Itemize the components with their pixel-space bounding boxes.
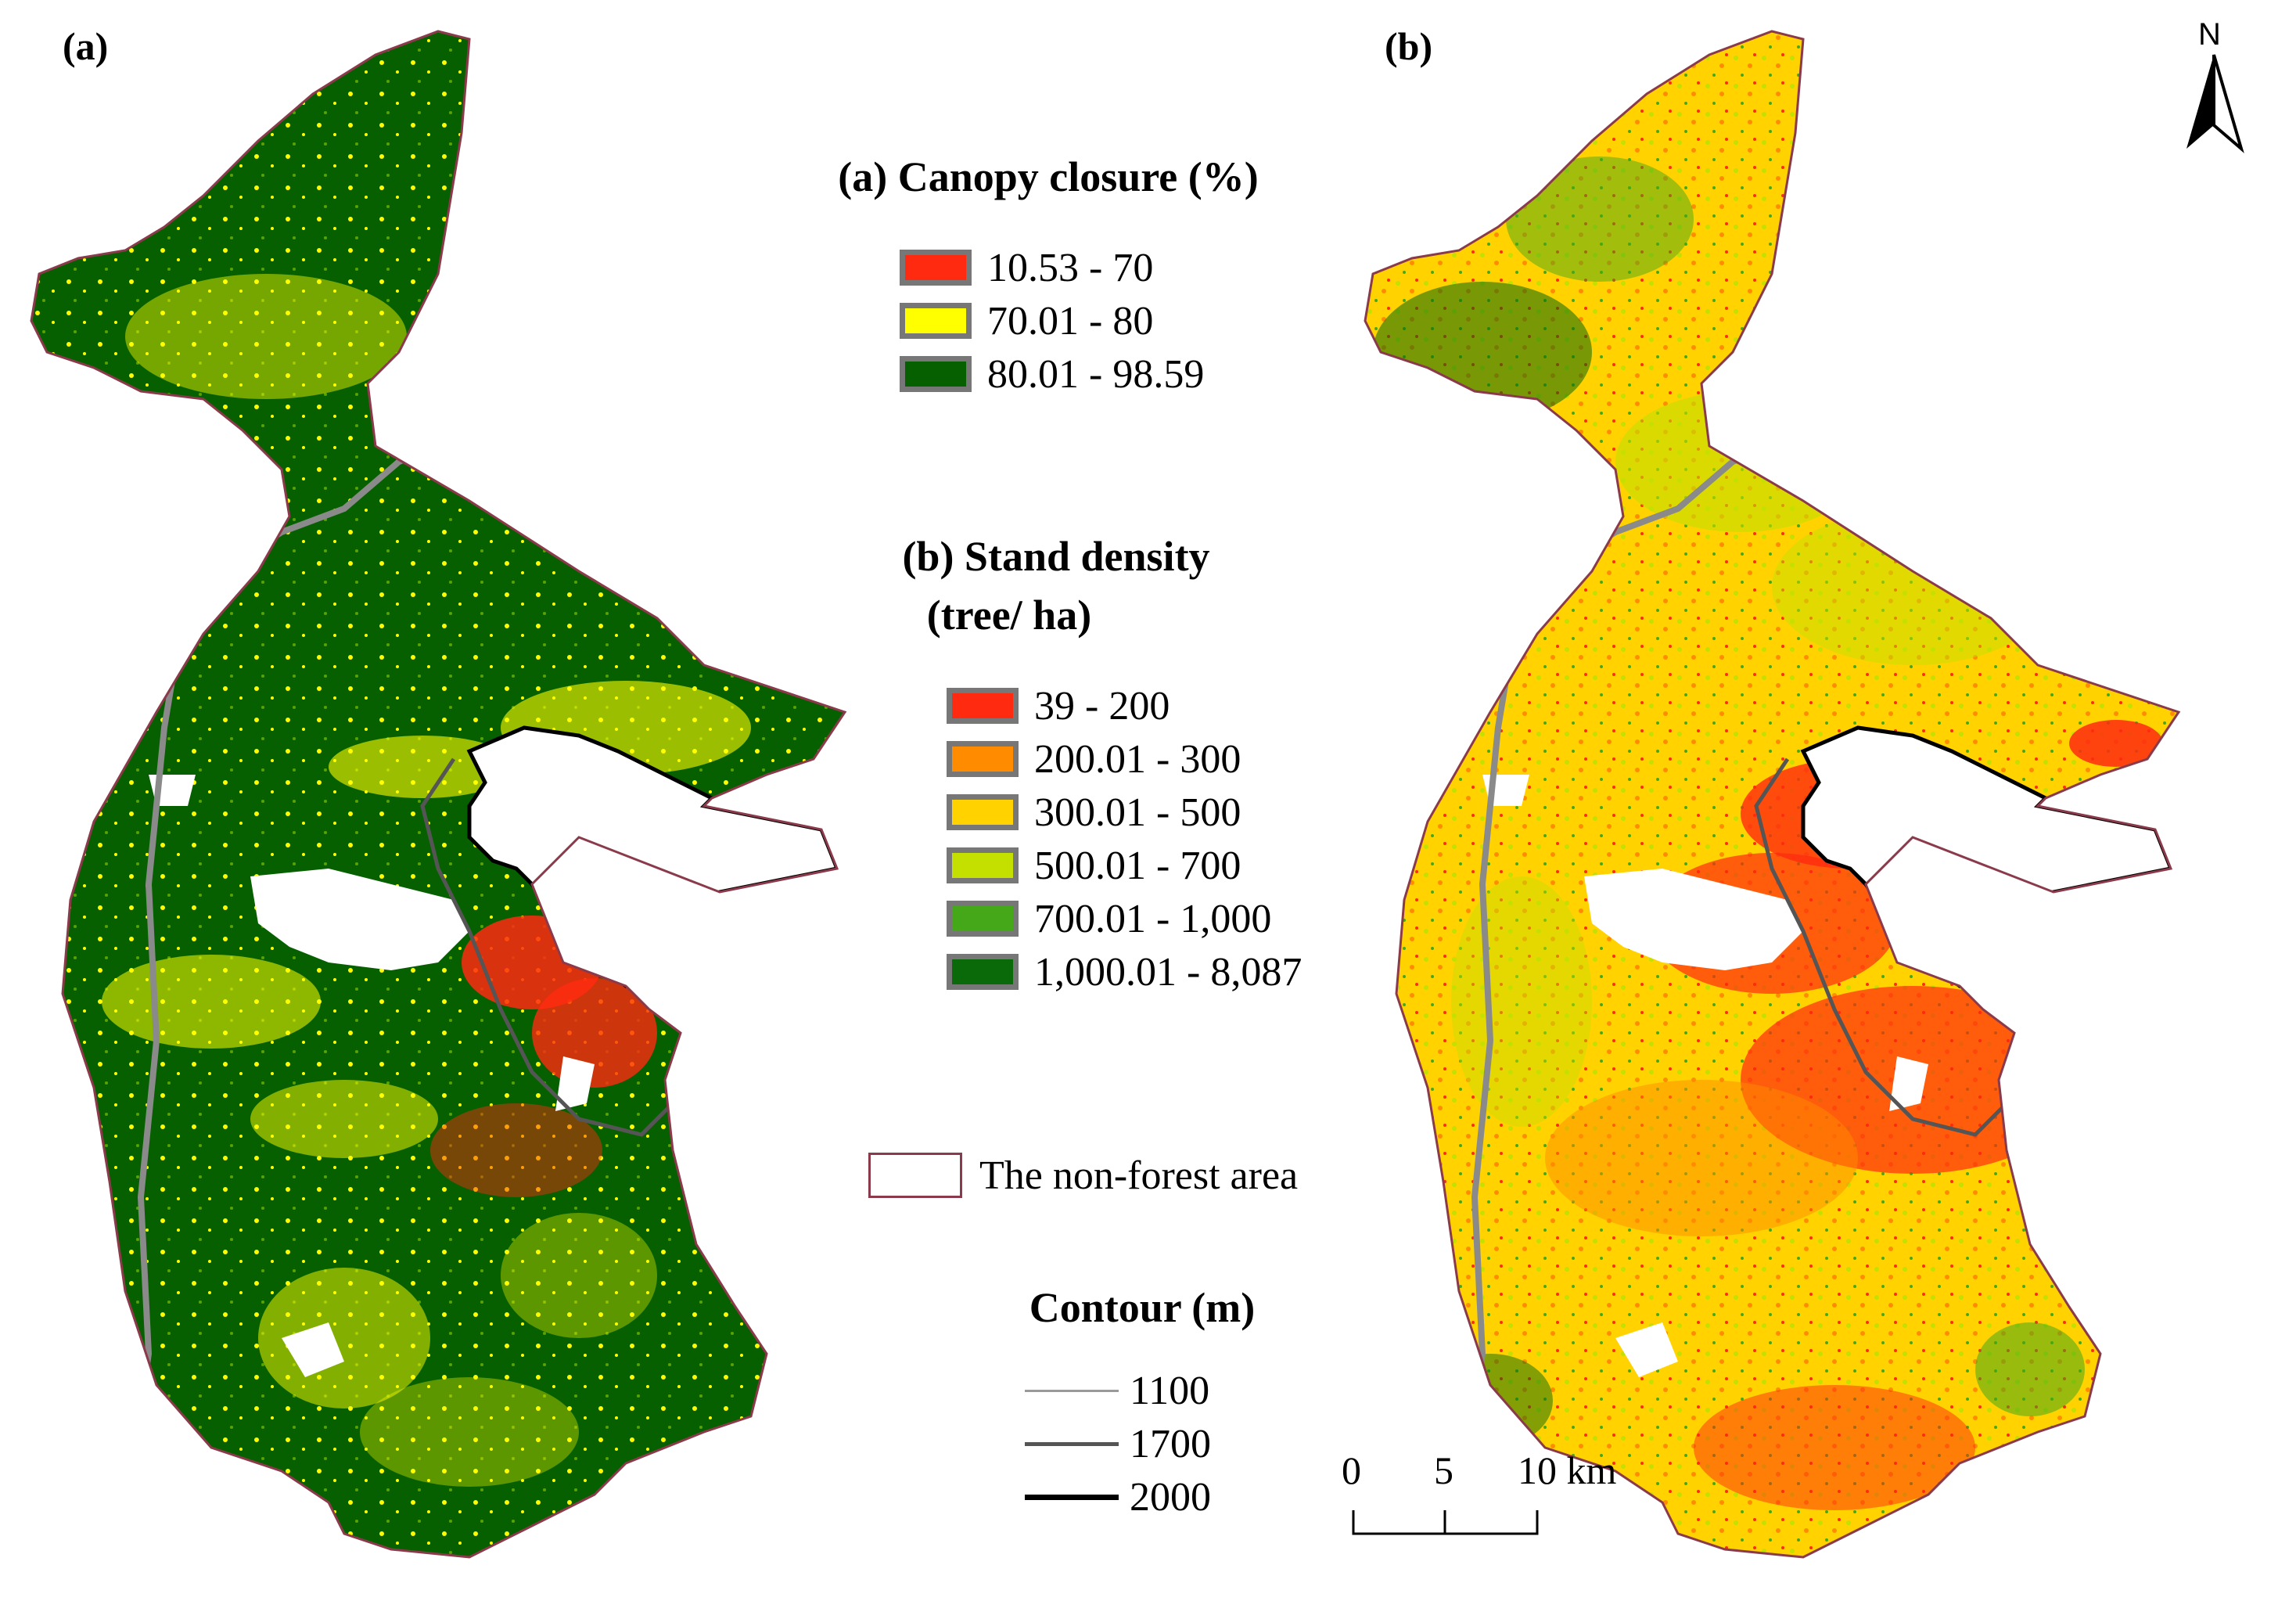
density-legend-swatch [947,741,1019,777]
contour-label: 1700 [1130,1421,1211,1466]
non-forest-legend: The non-forest area [868,1150,1298,1200]
density-legend-subtitle: (tree/ ha) [926,592,1092,639]
density-legend-label: 500.01 - 700 [1034,843,1241,888]
canopy-legend-swatch [900,303,972,339]
scale-tick-0: 0 [1342,1448,1361,1492]
density-legend-item: 39 - 200 [947,681,1170,731]
canopy-closure-map [30,30,847,1559]
canopy-legend-title: (a) Canopy closure (%) [838,153,1259,200]
non-forest-swatch [868,1153,962,1198]
density-legend-label: 700.01 - 1,000 [1034,896,1272,941]
density-legend-label: 1,000.01 - 8,087 [1034,949,1303,995]
contour-line-swatch [1025,1389,1119,1392]
density-legend-item: 200.01 - 300 [947,734,1241,784]
density-legend-item: 300.01 - 500 [947,787,1241,837]
density-legend-item: 500.01 - 700 [947,840,1241,890]
density-legend-swatch [947,847,1019,883]
contour-legend-item: 1700 [1025,1419,1211,1469]
canopy-legend-item: 10.53 - 70 [900,243,1153,293]
scale-tick-10: 10 km [1518,1448,1617,1492]
canopy-legend-item: 70.01 - 80 [900,296,1153,346]
contour-legend-title: Contour (m) [1029,1284,1256,1331]
canopy-legend-swatch [900,250,972,286]
density-legend-title: (b) Stand density [902,533,1210,580]
canopy-legend-label: 70.01 - 80 [987,298,1154,344]
scale-bar [1352,1510,1539,1535]
panel-b-label: (b) [1385,24,1433,68]
contour-legend-item: 1100 [1025,1365,1209,1416]
density-legend-label: 39 - 200 [1034,683,1170,729]
density-legend-swatch [947,901,1019,937]
density-legend-swatch [947,954,1019,990]
density-legend-swatch [947,794,1019,830]
canopy-legend-label: 80.01 - 98.59 [987,351,1205,397]
north-arrow-icon [2186,54,2244,153]
contour-line-swatch [1025,1441,1119,1446]
canopy-legend-item: 80.01 - 98.59 [900,349,1204,399]
stand-density-map [1364,30,2181,1559]
scale-tick-5: 5 [1434,1448,1453,1492]
density-legend-label: 300.01 - 500 [1034,790,1241,835]
density-legend-item: 700.01 - 1,000 [947,894,1271,944]
canopy-legend-swatch [900,356,972,392]
contour-label: 1100 [1130,1368,1210,1413]
non-forest-label: The non-forest area [979,1153,1299,1198]
density-legend-swatch [947,688,1019,724]
north-label: N [2198,17,2221,52]
canopy-legend-label: 10.53 - 70 [987,245,1154,290]
contour-line-swatch [1025,1494,1119,1500]
density-legend-label: 200.01 - 300 [1034,736,1241,782]
panel-a-label: (a) [63,24,109,68]
contour-label: 2000 [1130,1474,1211,1520]
density-legend-item: 1,000.01 - 8,087 [947,947,1302,997]
contour-legend-item: 2000 [1025,1472,1211,1522]
